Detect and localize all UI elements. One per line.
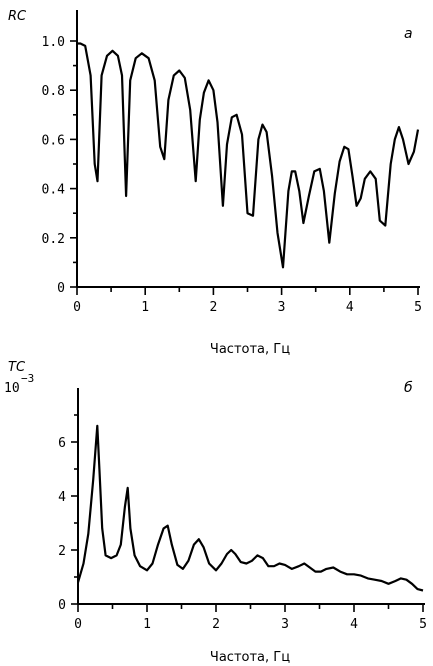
panel-b-curve <box>76 424 424 592</box>
x-tick-label: 3 <box>278 300 286 315</box>
y-tick-label: 2 <box>58 544 66 559</box>
panel-b-letter: б <box>404 380 413 396</box>
y-tick-label: 6 <box>58 436 66 451</box>
y-tick-label: 0 <box>58 598 66 613</box>
x-tick-label: 5 <box>419 617 427 632</box>
y-tick-label: 0.2 <box>42 232 65 247</box>
y-tick-label: 0.4 <box>42 183 66 198</box>
x-tick-label: 5 <box>414 300 422 315</box>
y-tick-label: 0.8 <box>42 84 65 99</box>
x-tick-label: 2 <box>209 300 217 315</box>
x-tick-label: 1 <box>141 300 149 315</box>
x-tick-label: 3 <box>281 617 289 632</box>
y-tick-label: 0.6 <box>42 133 65 148</box>
panel-b-axes: 0 1 2 3 4 5 0 2 4 6 <box>58 388 427 632</box>
panel-a: RC а Частота, Гц 0 1 2 3 4 5 0 0.2 0.4 0.6 0.8 1.0 <box>8 9 422 357</box>
panel-b-xlabel: Частота, Гц <box>210 650 290 665</box>
panel-a-axes: 0 1 2 3 4 5 0 0.2 0.4 0.6 0.8 1.0 <box>42 10 422 315</box>
x-tick-label: 2 <box>212 617 220 632</box>
x-tick-label: 0 <box>73 300 81 315</box>
panel-a-ylabel: RC <box>8 9 27 24</box>
panel-b-ylabel: TC <box>8 360 26 375</box>
x-tick-label: 4 <box>346 300 354 315</box>
panel-b-multiplier-exponent: −3 <box>21 372 34 385</box>
y-tick-label: 4 <box>58 490 66 505</box>
x-tick-label: 1 <box>143 617 151 632</box>
panel-a-letter: а <box>404 26 413 42</box>
y-tick-label: 1.0 <box>42 35 65 50</box>
x-tick-label: 4 <box>350 617 358 632</box>
panel-a-curve <box>77 42 420 269</box>
panel-b-multiplier-base: 10 <box>4 381 20 396</box>
panel-b: TC 10 −3 б Частота, Гц 0 1 2 3 4 5 0 2 4 6 <box>4 360 427 665</box>
panel-a-xlabel: Частота, Гц <box>210 342 290 357</box>
y-tick-label: 0 <box>57 281 65 296</box>
x-tick-label: 0 <box>74 617 82 632</box>
